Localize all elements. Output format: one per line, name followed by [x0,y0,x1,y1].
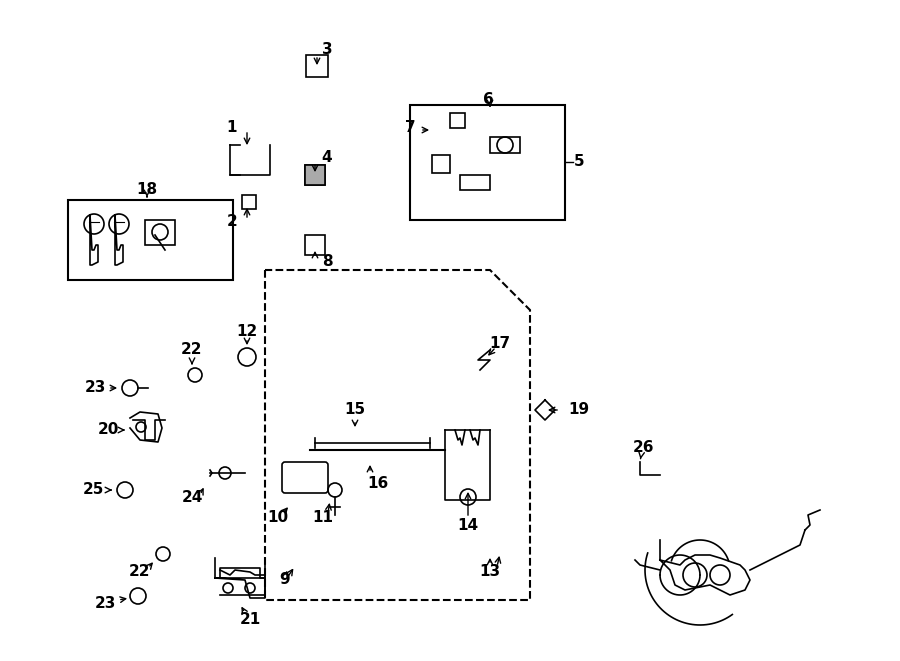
Text: 7: 7 [405,120,415,134]
Text: 12: 12 [237,325,257,340]
Text: 13: 13 [480,564,500,580]
Bar [460,175,490,190]
Bar [432,155,450,173]
Text: 22: 22 [181,342,202,358]
Text: 14: 14 [457,518,479,533]
Text: 16: 16 [367,475,389,490]
Text: 25: 25 [82,483,104,498]
Bar [410,105,565,220]
Text: 20: 20 [97,422,119,438]
Bar [305,165,325,185]
Text: 6: 6 [482,93,493,108]
Bar [68,200,233,280]
Text: 5: 5 [574,155,585,169]
Text: 10: 10 [267,510,289,525]
Text: 17: 17 [490,336,510,350]
Text: 18: 18 [137,182,157,198]
Text: 23: 23 [94,596,116,611]
Bar [450,113,465,128]
Text: 23: 23 [85,381,105,395]
Bar [242,195,256,209]
Bar [306,55,328,77]
Text: 8: 8 [321,254,332,270]
Text: 21: 21 [239,613,261,627]
Text: 22: 22 [130,564,151,580]
Text: 19: 19 [568,403,590,418]
Bar [305,235,325,255]
Bar [305,165,325,185]
Text: 2: 2 [227,215,238,229]
Bar [145,220,175,245]
Text: 15: 15 [345,403,365,418]
Text: 24: 24 [181,490,202,506]
Text: 9: 9 [280,572,291,588]
Bar [490,137,520,153]
Text: 1: 1 [227,120,238,134]
Text: 3: 3 [321,42,332,58]
Text: 4: 4 [321,151,332,165]
Text: 11: 11 [312,510,334,525]
Text: 26: 26 [632,440,653,455]
